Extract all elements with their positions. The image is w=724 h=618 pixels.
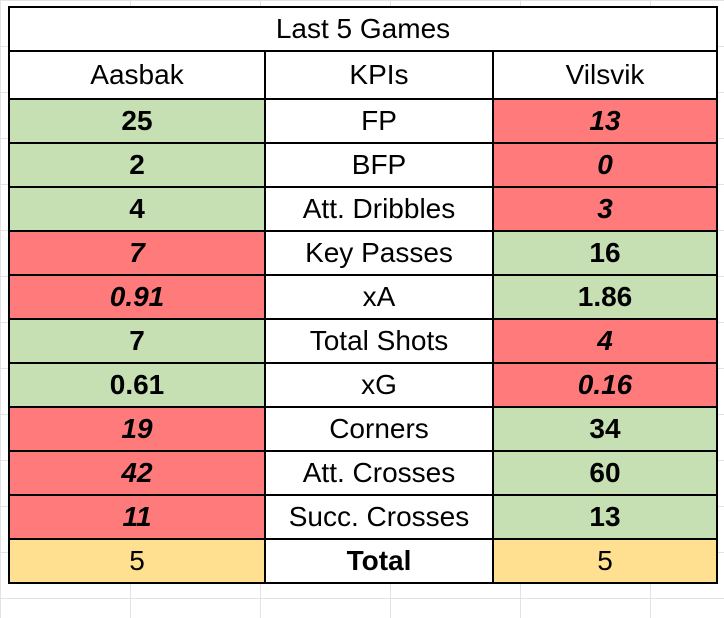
aasbak-value-cell[interactable]: 7	[8, 230, 266, 276]
table-row: 4 Att. Dribbles 3	[8, 186, 719, 232]
table-row: 0.91 xA 1.86	[8, 274, 719, 320]
aasbak-value-cell[interactable]: 4	[8, 186, 266, 232]
aasbak-value-cell[interactable]: 0.61	[8, 362, 266, 408]
header-row: Aasbak KPIs Vilsvik	[8, 50, 719, 100]
title-row: Last 5 Games	[7, 6, 719, 52]
table-row: 19 Corners 34	[8, 406, 719, 452]
table-row: 0.61 xG 0.16	[8, 362, 719, 408]
kpi-name-cell[interactable]: xA	[264, 274, 494, 320]
vilsvik-value-cell[interactable]: 16	[491, 230, 719, 276]
aasbak-value-cell[interactable]: 42	[8, 450, 266, 496]
table-row: 25 FP 13	[8, 98, 719, 144]
aasbak-value-cell[interactable]: 19	[8, 406, 266, 452]
aasbak-value-cell[interactable]: 0.91	[8, 274, 266, 320]
vilsvik-value-cell[interactable]: 0	[491, 142, 719, 188]
kpi-name-cell[interactable]: Corners	[264, 406, 494, 452]
aasbak-value-cell[interactable]: 2	[8, 142, 266, 188]
kpi-name-cell[interactable]: FP	[264, 98, 494, 144]
kpi-name-cell[interactable]: xG	[264, 362, 494, 408]
total-label-cell[interactable]: Total	[264, 538, 494, 584]
header-kpis[interactable]: KPIs	[264, 50, 494, 100]
kpi-name-cell[interactable]: Att. Dribbles	[264, 186, 494, 232]
vilsvik-value-cell[interactable]: 1.86	[491, 274, 719, 320]
table-row: 7 Total Shots 4	[8, 318, 719, 364]
table-row: 42 Att. Crosses 60	[8, 450, 719, 496]
vilsvik-value-cell[interactable]: 13	[491, 98, 719, 144]
vilsvik-total-cell[interactable]: 5	[491, 538, 719, 584]
vilsvik-value-cell[interactable]: 60	[491, 450, 719, 496]
aasbak-value-cell[interactable]: 7	[8, 318, 266, 364]
aasbak-value-cell[interactable]: 25	[8, 98, 266, 144]
kpi-name-cell[interactable]: Total Shots	[264, 318, 494, 364]
kpi-name-cell[interactable]: Att. Crosses	[264, 450, 494, 496]
vilsvik-value-cell[interactable]: 0.16	[491, 362, 719, 408]
aasbak-total-cell[interactable]: 5	[8, 538, 266, 584]
total-row: 5 Total 5	[8, 538, 719, 584]
kpi-name-cell[interactable]: BFP	[264, 142, 494, 188]
table-title[interactable]: Last 5 Games	[7, 6, 719, 52]
vilsvik-value-cell[interactable]: 3	[491, 186, 719, 232]
header-aasbak[interactable]: Aasbak	[8, 50, 266, 100]
kpi-comparison-table: Last 5 Games Aasbak KPIs Vilsvik 25 FP 1…	[7, 6, 719, 584]
aasbak-value-cell[interactable]: 11	[8, 494, 266, 540]
header-vilsvik[interactable]: Vilsvik	[491, 50, 719, 100]
vilsvik-value-cell[interactable]: 4	[491, 318, 719, 364]
table-row: 7 Key Passes 16	[8, 230, 719, 276]
table-row: 2 BFP 0	[8, 142, 719, 188]
vilsvik-value-cell[interactable]: 34	[491, 406, 719, 452]
table-row: 11 Succ. Crosses 13	[8, 494, 719, 540]
kpi-name-cell[interactable]: Succ. Crosses	[264, 494, 494, 540]
vilsvik-value-cell[interactable]: 13	[491, 494, 719, 540]
kpi-name-cell[interactable]: Key Passes	[264, 230, 494, 276]
